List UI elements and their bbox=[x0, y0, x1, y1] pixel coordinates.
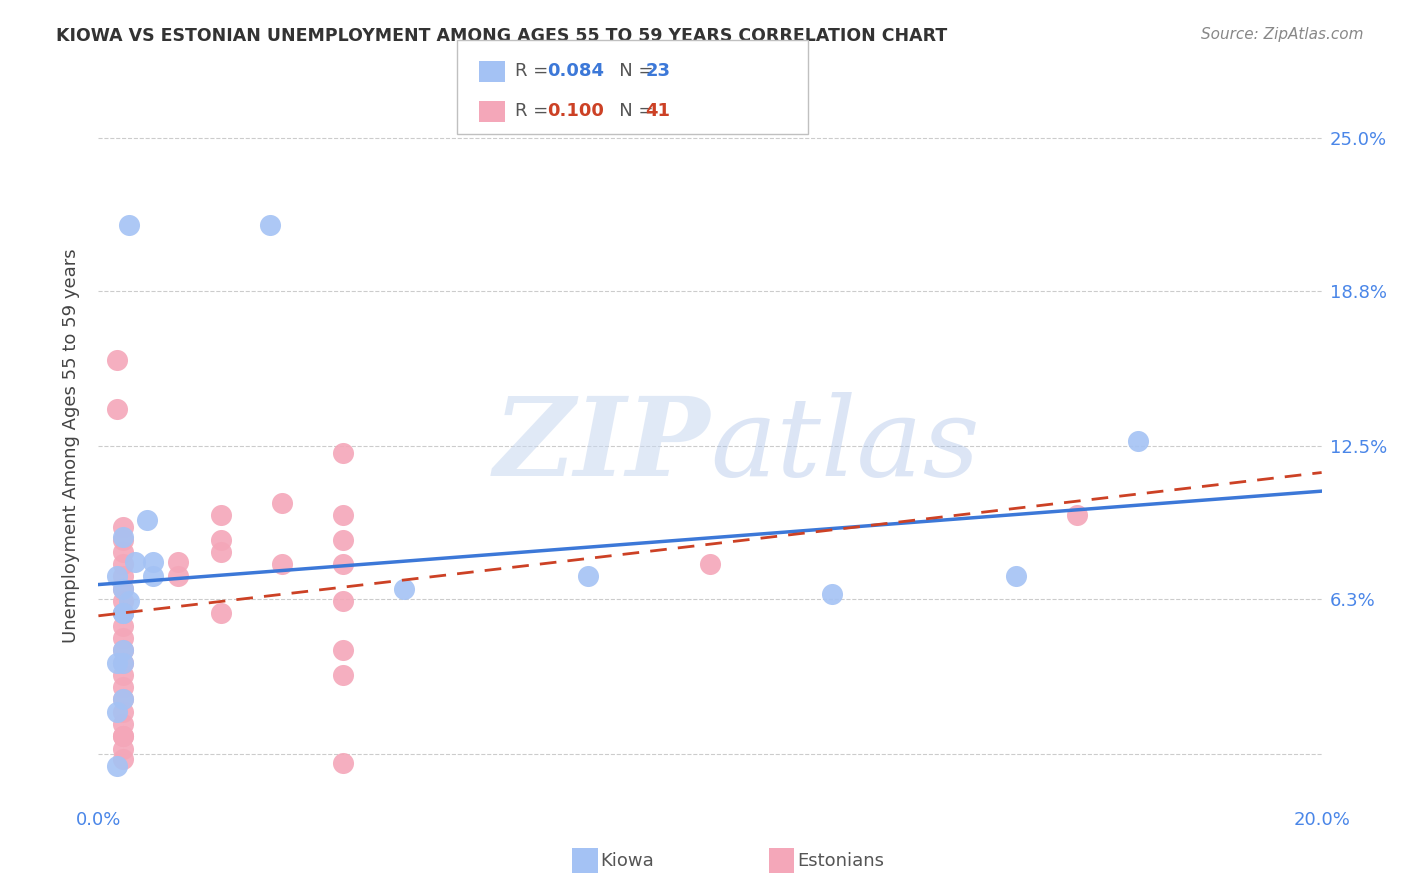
Point bbox=[111, 530, 134, 544]
Point bbox=[167, 555, 190, 569]
Point bbox=[111, 680, 134, 694]
Point bbox=[111, 520, 134, 534]
Text: 0.084: 0.084 bbox=[547, 62, 605, 80]
Point bbox=[1128, 434, 1150, 448]
Text: 23: 23 bbox=[645, 62, 671, 80]
Point bbox=[118, 218, 141, 232]
Point bbox=[105, 352, 128, 367]
Text: Estonians: Estonians bbox=[797, 852, 884, 870]
Point bbox=[111, 692, 134, 706]
Point bbox=[142, 569, 165, 583]
Point bbox=[270, 495, 292, 509]
Text: 0.100: 0.100 bbox=[547, 103, 603, 120]
Point bbox=[111, 656, 134, 670]
Point bbox=[118, 594, 141, 608]
Point bbox=[699, 557, 721, 571]
Text: N =: N = bbox=[602, 103, 659, 120]
Text: Kiowa: Kiowa bbox=[600, 852, 654, 870]
Point bbox=[332, 508, 354, 522]
Point bbox=[332, 594, 354, 608]
Text: KIOWA VS ESTONIAN UNEMPLOYMENT AMONG AGES 55 TO 59 YEARS CORRELATION CHART: KIOWA VS ESTONIAN UNEMPLOYMENT AMONG AGE… bbox=[56, 27, 948, 45]
Point bbox=[111, 656, 134, 670]
Point bbox=[111, 643, 134, 657]
Point bbox=[209, 545, 232, 559]
Point bbox=[111, 631, 134, 645]
Point bbox=[111, 741, 134, 756]
Point bbox=[111, 557, 134, 571]
Point bbox=[111, 705, 134, 719]
Text: N =: N = bbox=[602, 62, 659, 80]
Text: Source: ZipAtlas.com: Source: ZipAtlas.com bbox=[1201, 27, 1364, 42]
Point bbox=[142, 555, 165, 569]
Point bbox=[105, 569, 128, 583]
Point bbox=[576, 569, 599, 583]
Y-axis label: Unemployment Among Ages 55 to 59 years: Unemployment Among Ages 55 to 59 years bbox=[62, 249, 80, 643]
Point bbox=[167, 569, 190, 583]
Point bbox=[332, 756, 354, 771]
Point bbox=[111, 607, 134, 621]
Text: ZIP: ZIP bbox=[494, 392, 710, 500]
Point bbox=[209, 508, 232, 522]
Point bbox=[332, 643, 354, 657]
Point bbox=[105, 656, 128, 670]
Point bbox=[111, 751, 134, 765]
Point bbox=[111, 717, 134, 731]
Point bbox=[111, 618, 134, 632]
Point bbox=[111, 607, 134, 621]
Point bbox=[209, 607, 232, 621]
Point bbox=[111, 533, 134, 547]
Point bbox=[124, 555, 146, 569]
Point bbox=[111, 582, 134, 596]
Point bbox=[332, 557, 354, 571]
Point bbox=[259, 218, 281, 232]
Text: R =: R = bbox=[515, 62, 554, 80]
Point bbox=[105, 705, 128, 719]
Point bbox=[332, 446, 354, 460]
Point bbox=[136, 513, 159, 527]
Point bbox=[111, 594, 134, 608]
Text: atlas: atlas bbox=[710, 392, 980, 500]
Point bbox=[105, 759, 128, 773]
Text: R =: R = bbox=[515, 103, 554, 120]
Point bbox=[209, 533, 232, 547]
Point bbox=[270, 557, 292, 571]
Point bbox=[1066, 508, 1088, 522]
Point bbox=[111, 692, 134, 706]
Point bbox=[332, 533, 354, 547]
Point bbox=[111, 569, 134, 583]
Point bbox=[332, 668, 354, 682]
Point bbox=[821, 587, 844, 601]
Point bbox=[1004, 569, 1026, 583]
Point bbox=[111, 545, 134, 559]
Point bbox=[111, 668, 134, 682]
Point bbox=[111, 730, 134, 744]
Point bbox=[111, 643, 134, 657]
Point bbox=[111, 582, 134, 596]
Text: 41: 41 bbox=[645, 103, 671, 120]
Point bbox=[111, 730, 134, 744]
Point bbox=[105, 402, 128, 417]
Point bbox=[111, 607, 134, 621]
Point bbox=[392, 582, 416, 596]
